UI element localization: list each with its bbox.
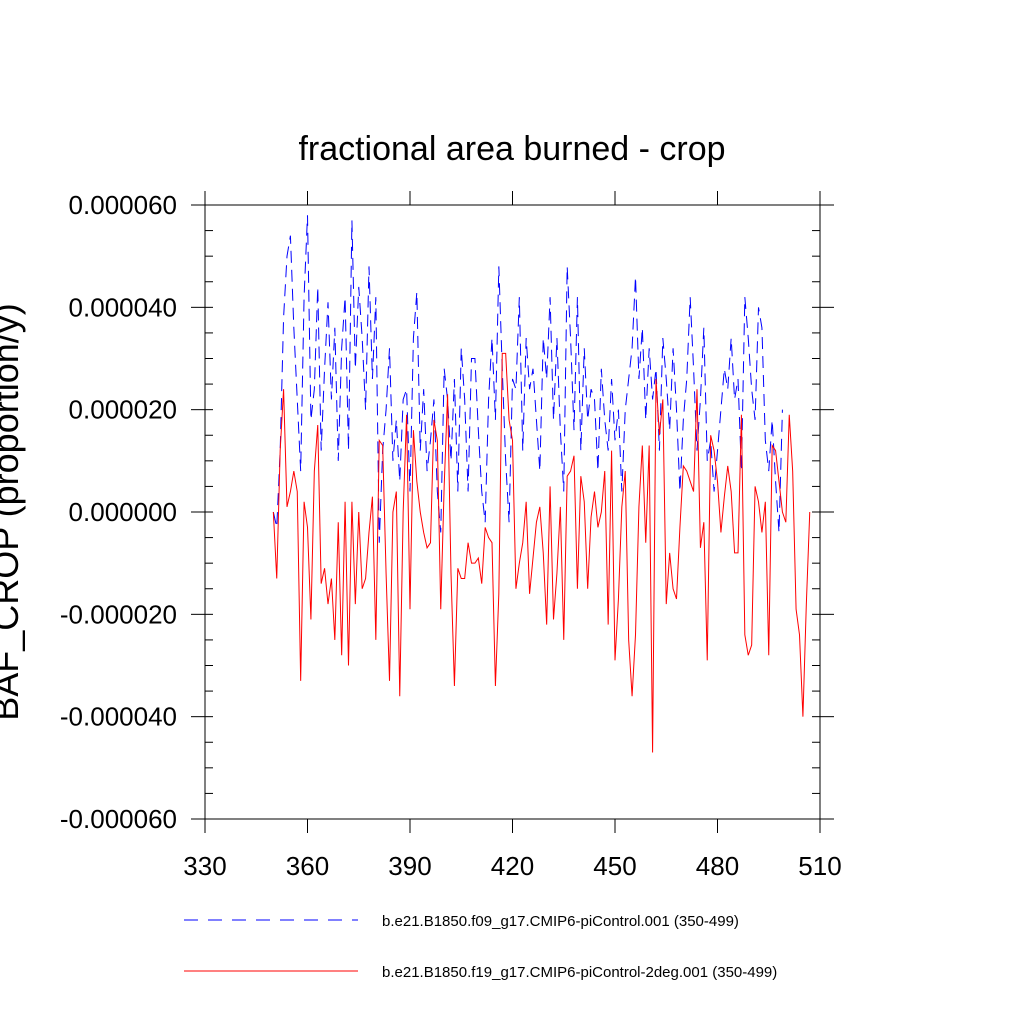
y-axis-label: BAF_CROP (proportion/y) [0, 303, 26, 720]
x-tick-label: 360 [286, 851, 329, 881]
series-line-2 [272, 352, 811, 753]
legend-label-2: b.e21.B1850.f19_g17.CMIP6-piControl-2deg… [382, 964, 777, 981]
y-tick-label: -0.000020 [60, 599, 177, 629]
chart-title: fractional area burned - crop [298, 130, 725, 168]
x-tick-label: 480 [696, 851, 739, 881]
x-tick-label: 450 [593, 851, 636, 881]
x-tick-label: 420 [491, 851, 534, 881]
y-tick-label: 0.000000 [69, 497, 177, 527]
y-tick-label: 0.000040 [69, 292, 177, 322]
x-tick-label: 510 [798, 851, 841, 881]
y-tick-label: 0.000020 [69, 395, 177, 425]
y-tick-label: -0.000060 [60, 804, 177, 834]
x-tick-label: 330 [183, 851, 226, 881]
x-tick-label: 390 [388, 851, 431, 881]
y-tick-label: 0.000060 [69, 190, 177, 220]
legend-label-1: b.e21.B1850.f09_g17.CMIP6-piControl.001 … [382, 913, 739, 930]
series-line-1 [272, 215, 783, 543]
y-tick-label: -0.000040 [60, 702, 177, 732]
